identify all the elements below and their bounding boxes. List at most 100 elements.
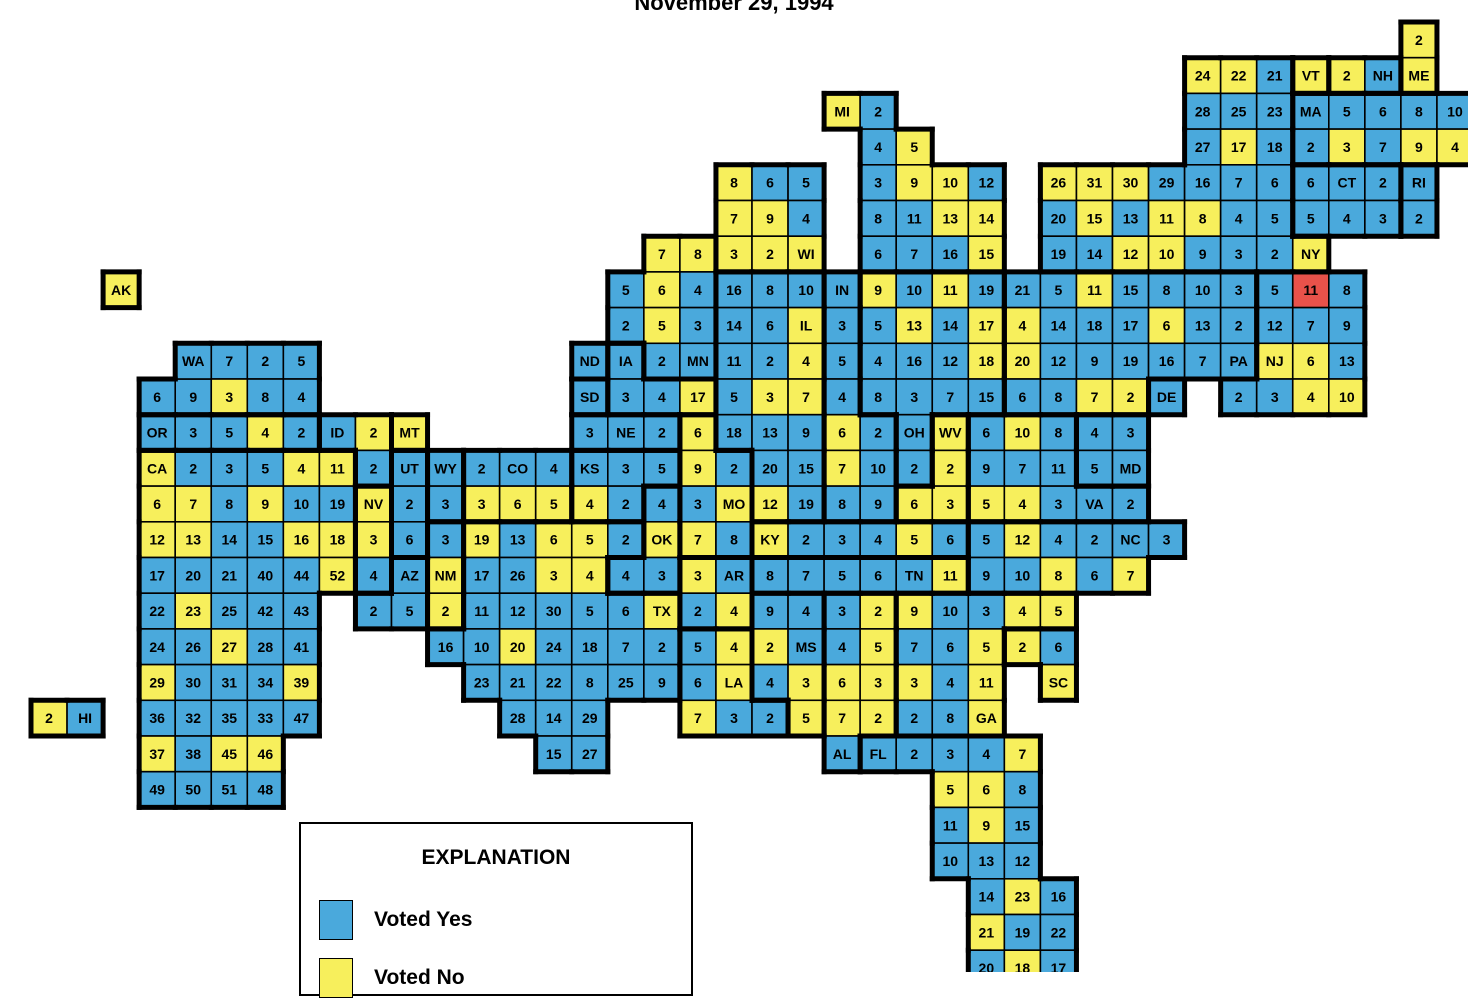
district-label: 4: [297, 460, 305, 476]
district-label: 3: [910, 674, 918, 690]
district-label: DE: [1157, 389, 1176, 405]
district-label: 16: [1159, 353, 1175, 369]
district-label: 10: [870, 460, 886, 476]
district-cell-ca: [246, 770, 285, 809]
district-label: AR: [724, 567, 744, 583]
district-label: 5: [730, 389, 738, 405]
district-cell-pa: [1183, 271, 1222, 309]
district-label: 5: [1271, 210, 1279, 226]
district-cell-il: [715, 271, 753, 309]
voted-no-swatch: [319, 958, 353, 998]
district-label: 10: [294, 496, 310, 512]
district-label: 2: [1415, 32, 1423, 48]
district-label: 2: [766, 246, 774, 262]
district-cell-mi: [895, 164, 934, 202]
district-label: 12: [1123, 246, 1139, 262]
district-label: 51: [221, 782, 237, 798]
district-label: 7: [802, 389, 810, 405]
district-cell-wi: [787, 235, 825, 273]
district-cell-wa: [210, 378, 249, 416]
district-label: VA: [1085, 496, 1103, 512]
district-label: 4: [802, 210, 810, 226]
district-label: 42: [258, 603, 274, 619]
district-label: 2: [946, 460, 954, 476]
district-cell-ca: [174, 628, 213, 666]
district-label: 13: [1195, 317, 1211, 333]
district-label: 2: [370, 460, 378, 476]
district-label: 2: [478, 460, 486, 476]
district-label: 46: [258, 746, 274, 762]
district-cell-tx: [462, 663, 501, 702]
district-label: 4: [838, 639, 846, 655]
district-label: 39: [294, 674, 310, 690]
district-label: 2: [370, 603, 378, 619]
district-label: 10: [1339, 389, 1355, 405]
district-label: 6: [1091, 567, 1099, 583]
district-label: 7: [1307, 317, 1315, 333]
district-label: 3: [1055, 496, 1063, 512]
district-label: 31: [1087, 175, 1103, 191]
district-label: 4: [802, 603, 810, 619]
district-label: 7: [946, 389, 954, 405]
district-label: CT: [1337, 175, 1356, 191]
district-label: 5: [297, 353, 305, 369]
district-cell-oh: [859, 306, 898, 345]
district-label: 11: [943, 817, 958, 833]
district-label: 4: [694, 282, 702, 298]
district-cell-wa: [282, 342, 321, 380]
voted-yes-swatch: [319, 900, 353, 940]
district-label: 37: [149, 746, 165, 762]
district-label: 8: [766, 282, 774, 298]
district-label: 28: [510, 710, 526, 726]
district-cell-pa: [1075, 271, 1114, 309]
district-cell-ca: [318, 556, 357, 595]
district-label: 5: [658, 317, 666, 333]
district-label: 12: [1051, 353, 1067, 369]
district-label: 2: [694, 603, 702, 619]
district-label: 9: [658, 674, 666, 690]
district-cell-tx: [570, 628, 609, 666]
district-cell-ca: [282, 628, 321, 666]
district-label: 24: [1195, 68, 1211, 84]
district-cell-ga: [895, 628, 934, 666]
district-label: 17: [1123, 317, 1139, 333]
district-cell-nj: [1291, 271, 1330, 309]
district-label: 3: [225, 389, 233, 405]
district-label: 7: [910, 246, 918, 262]
district-label: 7: [658, 246, 666, 262]
district-label: 3: [838, 603, 846, 619]
district-label: 35: [221, 710, 237, 726]
district-cell-nc: [1039, 556, 1078, 595]
district-label: 2: [622, 532, 630, 548]
district-label: ME: [1408, 68, 1429, 84]
district-cell-ma: [1436, 92, 1468, 130]
district-cell-mn: [643, 271, 681, 309]
district-label: 2: [766, 710, 774, 726]
district-label: 9: [1415, 139, 1423, 155]
district-cell-ca: [318, 485, 357, 523]
district-label: 16: [906, 353, 922, 369]
district-label: 29: [149, 674, 165, 690]
district-label: 2: [1379, 175, 1387, 191]
district-label: 2: [802, 532, 810, 548]
district-label: 18: [1267, 139, 1283, 155]
district-cell-wi: [787, 199, 825, 238]
district-cell-or: [210, 413, 249, 452]
district-label: 27: [1195, 139, 1211, 155]
district-label: 9: [910, 603, 918, 619]
district-label: 5: [910, 139, 918, 155]
district-label: 11: [907, 210, 922, 226]
district-label: 11: [727, 353, 742, 369]
district-label: 2: [658, 425, 666, 441]
district-label: 12: [149, 532, 165, 548]
district-label: 23: [1015, 889, 1031, 905]
district-cell-ct: [1328, 164, 1366, 202]
district-label: 22: [546, 674, 562, 690]
district-cell-ok: [643, 556, 681, 595]
district-label: 8: [874, 210, 882, 226]
district-label: 19: [1123, 353, 1139, 369]
district-label: 6: [1379, 103, 1387, 119]
district-cell-ca: [174, 592, 213, 630]
district-label: OK: [651, 532, 672, 548]
district-label: 6: [982, 782, 990, 798]
